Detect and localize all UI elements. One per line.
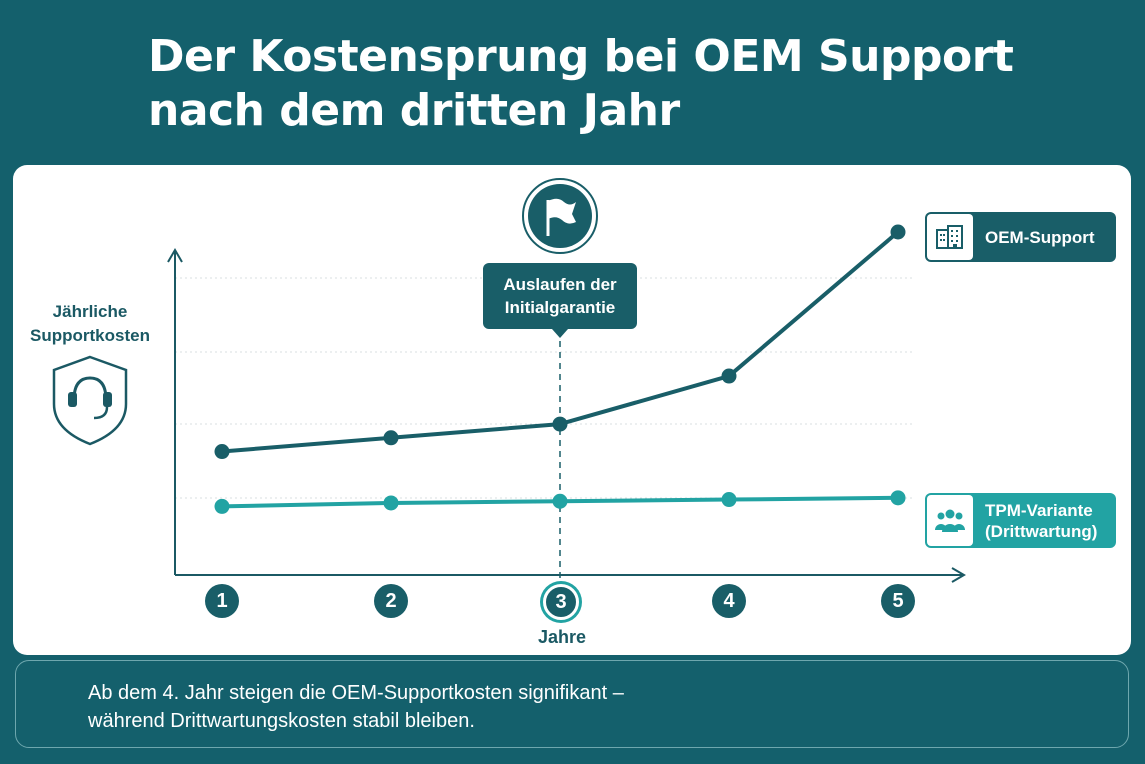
headset-ear-right — [103, 392, 112, 407]
legend-oem-support: OEM-Support — [925, 212, 1116, 262]
x-tick-2: 2 — [374, 584, 408, 618]
title-line-1: Der Kostensprung bei OEM Support — [148, 31, 1014, 82]
data-point-tpm-3 — [552, 493, 568, 509]
x-axis-arrow — [951, 567, 966, 583]
headset-shield-icon — [52, 355, 128, 446]
data-point-oem-5 — [890, 224, 906, 240]
data-point-tpm-1 — [214, 498, 230, 514]
x-tick-3: 3 — [543, 584, 579, 620]
headset-band — [72, 376, 108, 401]
building-icon — [927, 214, 973, 260]
title-line-2: nach dem dritten Jahr — [148, 85, 680, 136]
x-tick-4: 4 — [712, 584, 746, 618]
data-point-tpm-2 — [383, 495, 399, 511]
data-point-oem-4 — [721, 368, 737, 384]
caption-box: Ab dem 4. Jahr steigen die OEM-Supportko… — [15, 660, 1129, 748]
y-axis-label: Jährliche Supportkosten — [20, 300, 160, 348]
page-title: Der Kostensprung bei OEM Support nach de… — [148, 30, 1108, 138]
data-point-tpm-5 — [890, 490, 906, 506]
legend-tpm-label-1: TPM-Variante — [985, 500, 1093, 520]
callout-line-1: Auslaufen der — [503, 275, 617, 294]
y-axis-arrow — [167, 248, 183, 263]
data-point-oem-3 — [552, 416, 568, 432]
data-point-oem-1 — [214, 444, 230, 460]
caption-line-2: während Drittwartungskosten stabil bleib… — [88, 710, 475, 732]
flag-cloth — [548, 198, 576, 224]
data-point-tpm-4 — [721, 492, 737, 508]
legend-tpm-label-2: (Drittwartung) — [985, 521, 1098, 541]
legend-oem-label: OEM-Support — [985, 227, 1095, 247]
x-tick-1: 1 — [205, 584, 239, 618]
data-point-oem-2 — [383, 430, 399, 446]
callout-pointer — [552, 329, 568, 338]
x-tick-5: 5 — [881, 584, 915, 618]
y-axis-label-line-1: Jährliche — [52, 302, 128, 321]
caption-text: Ab dem 4. Jahr steigen die OEM-Supportko… — [88, 679, 624, 735]
warranty-callout: Auslaufen der Initialgarantie — [483, 263, 637, 329]
team-icon — [927, 495, 973, 546]
headset-mic — [93, 406, 109, 420]
x-axis-label: Jahre — [537, 627, 587, 647]
y-axis-label-line-2: Supportkosten — [30, 326, 150, 345]
legend-tpm-variante: TPM-Variante (Drittwartung) — [925, 493, 1116, 548]
callout-line-2: Initialgarantie — [504, 298, 616, 317]
headset-ear-left — [68, 392, 77, 407]
caption-line-1: Ab dem 4. Jahr steigen die OEM-Supportko… — [88, 682, 624, 704]
